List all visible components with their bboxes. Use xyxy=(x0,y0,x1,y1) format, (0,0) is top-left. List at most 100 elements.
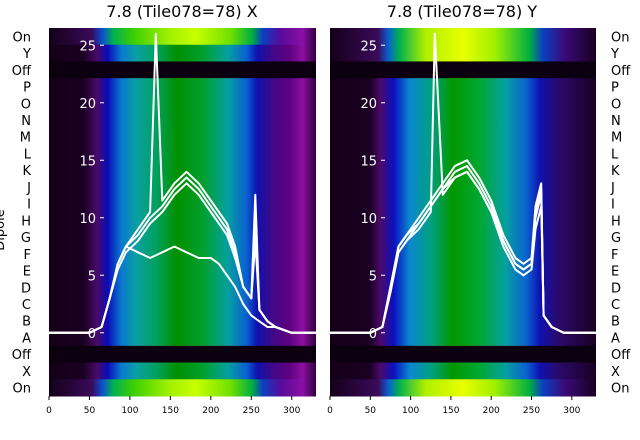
left-curves xyxy=(49,32,316,334)
right-y-tick-label-1: 5 xyxy=(369,269,377,284)
left-panel-title: 7.8 (Tile078=78) X xyxy=(106,2,257,21)
right-heatmap-row-11 xyxy=(330,212,596,230)
left-x-tick-label-4: 200 xyxy=(202,406,219,416)
right-dipole-label-0: On xyxy=(611,30,629,45)
left-y-tick-labels: 0 5 10 15 20 25 xyxy=(79,39,104,342)
right-y-tick-label-3: 15 xyxy=(360,154,377,169)
right-heatmap-row-7 xyxy=(330,145,596,163)
right-dipole-label-5: N xyxy=(611,114,621,129)
left-heatmap-row-12 xyxy=(49,228,316,246)
left-dipole-label-18: A xyxy=(22,331,31,346)
left-x-tick-label-6: 300 xyxy=(283,406,300,416)
left-dipole-label-16: C xyxy=(22,298,31,313)
right-x-tick-label-2: 100 xyxy=(402,406,419,416)
right-heatmap-row-17 xyxy=(330,312,596,330)
right-heatmap-row-4 xyxy=(330,94,596,113)
left-heatmap-row-6 xyxy=(49,128,316,146)
left-heatmap-row-7 xyxy=(49,145,316,163)
right-heatmap-row-0 xyxy=(330,28,596,46)
right-dipole-label-16: C xyxy=(611,298,620,313)
right-y-tick-label-5: 25 xyxy=(360,39,377,54)
left-heatmap-row-13 xyxy=(49,245,316,263)
left-heatmap-row-3 xyxy=(49,78,316,96)
right-x-tick-label-4: 200 xyxy=(483,406,500,416)
right-heatmap-row-13 xyxy=(330,245,596,263)
left-y-tick-label-4: 20 xyxy=(79,97,96,112)
right-heatmap-panel: 7.8 (Tile078=78) Y On Y Off PONMLKJIHGFEDCB… xyxy=(327,2,631,416)
left-dipole-label-10: I xyxy=(27,198,31,213)
right-heatmap-row-15 xyxy=(330,278,596,297)
left-dipole-label-1: Y xyxy=(22,47,31,62)
right-heatmap-row-19 xyxy=(330,345,596,364)
right-heatmap-row-1 xyxy=(330,44,596,62)
left-heatmap-row-0 xyxy=(49,28,316,46)
left-dipole-label-0: On xyxy=(13,30,31,45)
right-dipole-label-6: M xyxy=(611,131,622,146)
left-heatmap-row-21 xyxy=(49,379,316,397)
right-dipole-label-15: D xyxy=(611,281,621,296)
right-dipole-label-10: I xyxy=(611,198,615,213)
right-dipole-label-18: A xyxy=(611,331,620,346)
left-dipole-label-12: G xyxy=(21,231,31,246)
left-y-tick-label-0: 0 xyxy=(88,327,96,342)
left-dipole-label-7: L xyxy=(24,147,32,162)
left-dipole-label-14: E xyxy=(23,265,31,280)
right-dipole-label-8: K xyxy=(611,164,620,179)
right-dipole-label-3: P xyxy=(611,81,619,96)
left-y-tick-label-3: 15 xyxy=(79,154,96,169)
right-dipole-label-7: L xyxy=(611,147,619,162)
left-dipole-label-5: N xyxy=(21,114,31,129)
right-x-tick-labels: 0 50 100 150 200 250 300 xyxy=(327,396,581,416)
left-heatmap-row-10 xyxy=(49,195,316,213)
right-x-tick-label-1: 50 xyxy=(365,406,377,416)
right-y-tick-label-2: 10 xyxy=(360,212,377,227)
left-x-tick-label-2: 100 xyxy=(121,406,138,416)
right-heatmap-row-8 xyxy=(330,161,596,180)
right-dipole-label-11: H xyxy=(611,214,621,229)
left-x-tick-label-1: 50 xyxy=(84,406,96,416)
left-dipole-label-3: P xyxy=(23,81,31,96)
right-heatmap-row-16 xyxy=(330,295,596,313)
right-y-tick-label-0: 0 xyxy=(369,327,377,342)
left-dipole-label-15: D xyxy=(21,281,31,296)
right-panel-title: 7.8 (Tile078=78) Y xyxy=(387,2,537,21)
left-series-line-3 xyxy=(49,245,316,334)
right-dipole-label-9: J xyxy=(610,181,615,196)
right-dipole-label-21: On xyxy=(611,382,629,397)
right-dipole-label-1: Y xyxy=(610,47,619,62)
left-x-tick-label-3: 150 xyxy=(162,406,179,416)
left-y-tick-label-2: 10 xyxy=(79,212,96,227)
right-x-tick-label-0: 0 xyxy=(327,406,333,416)
left-dipole-label-17: B xyxy=(22,315,31,330)
right-y-tick-label-4: 20 xyxy=(360,97,377,112)
right-dipole-label-2: Off xyxy=(611,64,631,79)
left-heatmap-row-18 xyxy=(49,329,316,347)
left-dipole-label-11: H xyxy=(21,214,31,229)
right-dipole-label-17: B xyxy=(611,315,620,330)
left-x-tick-labels: 0 50 100 150 200 250 300 xyxy=(46,396,301,416)
left-dipole-label-9: J xyxy=(26,181,31,196)
right-series-line-3 xyxy=(330,170,596,334)
right-heatmap-row-18 xyxy=(330,329,596,347)
right-heatmap-row-20 xyxy=(330,362,596,380)
right-heatmap-row-6 xyxy=(330,128,596,146)
left-heatmap-row-16 xyxy=(49,295,316,313)
left-heatmap-row-17 xyxy=(49,312,316,330)
left-y-tick-label-1: 5 xyxy=(88,269,96,284)
left-dipole-label-13: F xyxy=(24,248,31,263)
left-dipole-label-6: M xyxy=(20,131,31,146)
left-y-tick-label-5: 25 xyxy=(79,39,96,54)
right-curves xyxy=(330,32,596,334)
left-heatmap-panel: 7.8 (Tile078=78) X On Y Off PONMLKJIHGFEDCB… xyxy=(0,2,316,416)
right-y-tick-labels: 0 5 10 15 20 25 xyxy=(360,39,385,342)
right-heatmap-row-12 xyxy=(330,228,596,246)
left-dipole-label-2: Off xyxy=(12,64,32,79)
right-dipole-label-20: X xyxy=(611,365,620,380)
right-heatmap-row-2 xyxy=(330,61,596,79)
right-x-tick-label-3: 150 xyxy=(442,406,459,416)
right-heatmap-row-3 xyxy=(330,78,596,96)
left-heatmap-row-5 xyxy=(49,111,316,129)
